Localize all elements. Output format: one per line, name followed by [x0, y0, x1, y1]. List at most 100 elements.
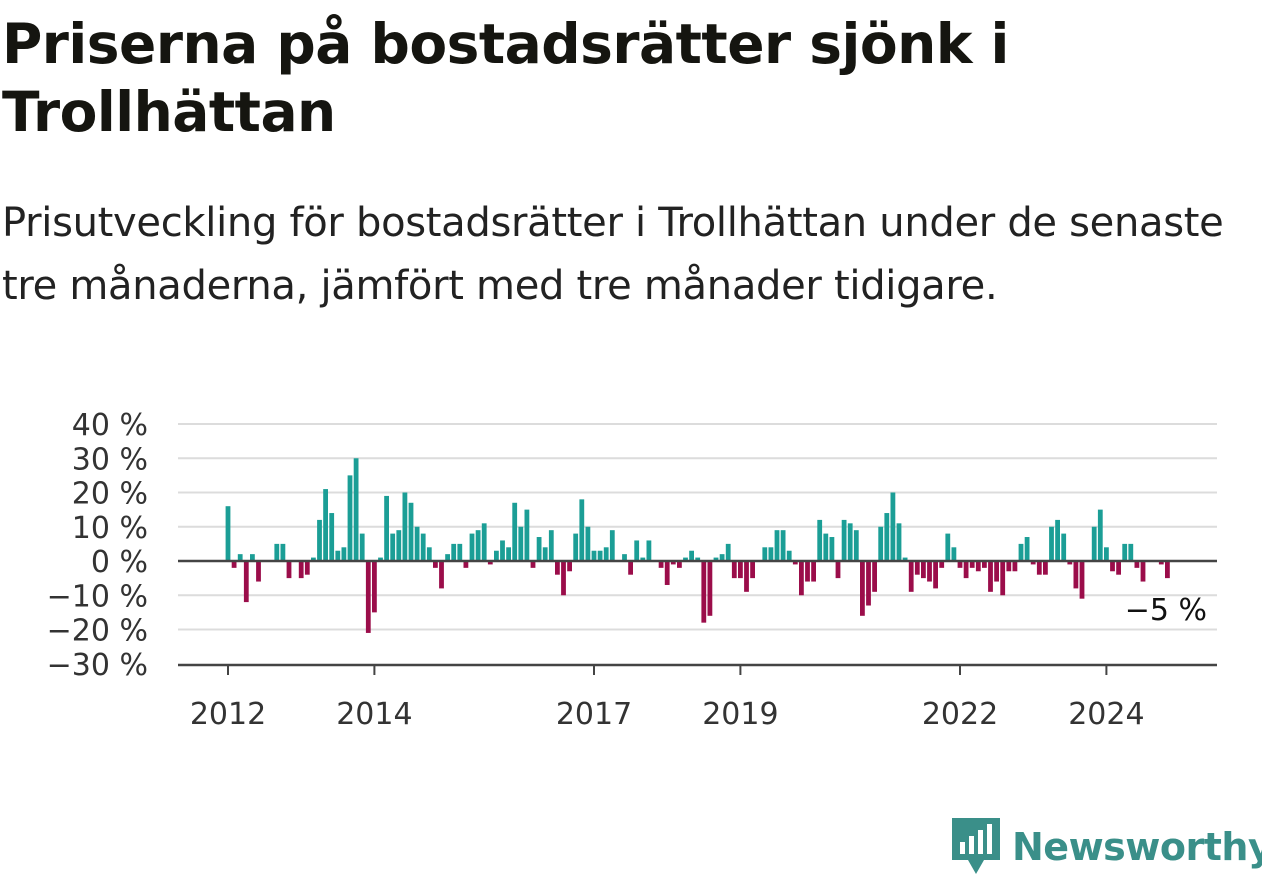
- bar: [512, 502, 518, 561]
- bar: [390, 533, 396, 561]
- bar: [646, 540, 652, 561]
- bar: [951, 547, 957, 561]
- bar: [774, 530, 780, 561]
- bar: [1000, 561, 1006, 596]
- bar: [475, 530, 481, 561]
- bar: [982, 561, 987, 568]
- bar: [518, 526, 524, 561]
- bar: [670, 561, 676, 565]
- bar: [1061, 533, 1067, 561]
- bar: [841, 519, 847, 561]
- bar: [1104, 547, 1109, 561]
- bar: [872, 561, 877, 592]
- x-tick-label: 2017: [556, 697, 632, 730]
- brand-name: Newsworthy: [1012, 825, 1262, 869]
- bar: [506, 547, 511, 561]
- bar: [317, 519, 322, 561]
- bar: [487, 561, 493, 565]
- bar: [359, 533, 365, 561]
- bar: [603, 547, 609, 561]
- bar: [683, 557, 688, 561]
- bar: [1134, 561, 1140, 568]
- bar: [908, 561, 914, 592]
- bar: [634, 540, 640, 561]
- bar: [713, 557, 719, 561]
- bar: [1073, 561, 1079, 589]
- bar: [878, 526, 884, 561]
- bar: [792, 561, 798, 565]
- bar: [579, 499, 585, 561]
- bar: [573, 533, 579, 561]
- latest-value-label: −5 %: [1125, 593, 1207, 628]
- bar: [957, 561, 963, 568]
- bar: [402, 492, 408, 561]
- bar: [286, 561, 292, 579]
- bar: [585, 526, 591, 561]
- bar: [1122, 543, 1128, 561]
- bar: [1067, 561, 1073, 565]
- bar: [408, 502, 414, 561]
- bar: [896, 523, 902, 561]
- bar: [1036, 561, 1042, 575]
- y-tick-label: −10 %: [47, 579, 148, 614]
- bar: [829, 537, 835, 561]
- bar: [530, 561, 536, 568]
- bar: [225, 506, 231, 561]
- bar: [927, 561, 932, 582]
- bar: [823, 533, 829, 561]
- bar: [762, 547, 768, 561]
- bar: [860, 561, 865, 616]
- bar: [365, 561, 371, 633]
- bar: [1128, 543, 1134, 561]
- x-tick-label: 2012: [190, 697, 266, 730]
- bar: [1116, 561, 1121, 575]
- bar: [494, 550, 499, 561]
- bar: [988, 561, 993, 592]
- bar: [933, 561, 938, 589]
- bar: [426, 547, 432, 561]
- bar: [780, 530, 786, 561]
- bar: [536, 537, 542, 561]
- bar: [744, 561, 749, 592]
- bar: [707, 561, 713, 616]
- bar: [591, 550, 597, 561]
- bar: [542, 547, 548, 561]
- bar: [597, 550, 603, 561]
- bar: [664, 561, 670, 585]
- bar: [817, 519, 823, 561]
- bar: [280, 543, 286, 561]
- bar: [555, 561, 560, 575]
- bar: [805, 561, 810, 582]
- x-axis-ticks: 2012 2014 2017 2019 2022 2024: [190, 665, 1145, 730]
- bar: [243, 561, 249, 603]
- y-axis-tick-labels: 40 %30 %20 %10 %0 %−10 %−20 %−30 %: [47, 408, 148, 683]
- bar: [463, 561, 469, 568]
- bar: [1018, 543, 1024, 561]
- bar: [628, 561, 633, 575]
- bar: [304, 561, 310, 575]
- bar: [457, 543, 463, 561]
- y-tick-label: −30 %: [47, 648, 148, 683]
- bar: [738, 561, 743, 579]
- bar: [975, 561, 981, 572]
- bar: [396, 530, 402, 561]
- bar: [329, 513, 335, 561]
- bar: [853, 530, 859, 561]
- bar: [811, 561, 816, 582]
- x-tick-label: 2024: [1068, 697, 1144, 730]
- bar: [353, 458, 359, 561]
- bar: [725, 543, 731, 561]
- bar: [963, 561, 969, 579]
- bar: [250, 554, 255, 561]
- bar: [731, 561, 737, 579]
- bar: [256, 561, 261, 582]
- bar: [945, 533, 951, 561]
- chart-title: Priserna på bostadsrätter sjönk i Trollh…: [2, 12, 1009, 144]
- bar: [445, 554, 450, 561]
- bars: [225, 458, 1170, 633]
- bar: [237, 554, 243, 561]
- bar: [1140, 561, 1146, 582]
- bar: [890, 492, 896, 561]
- bar: [1049, 526, 1054, 561]
- bar: [433, 561, 438, 568]
